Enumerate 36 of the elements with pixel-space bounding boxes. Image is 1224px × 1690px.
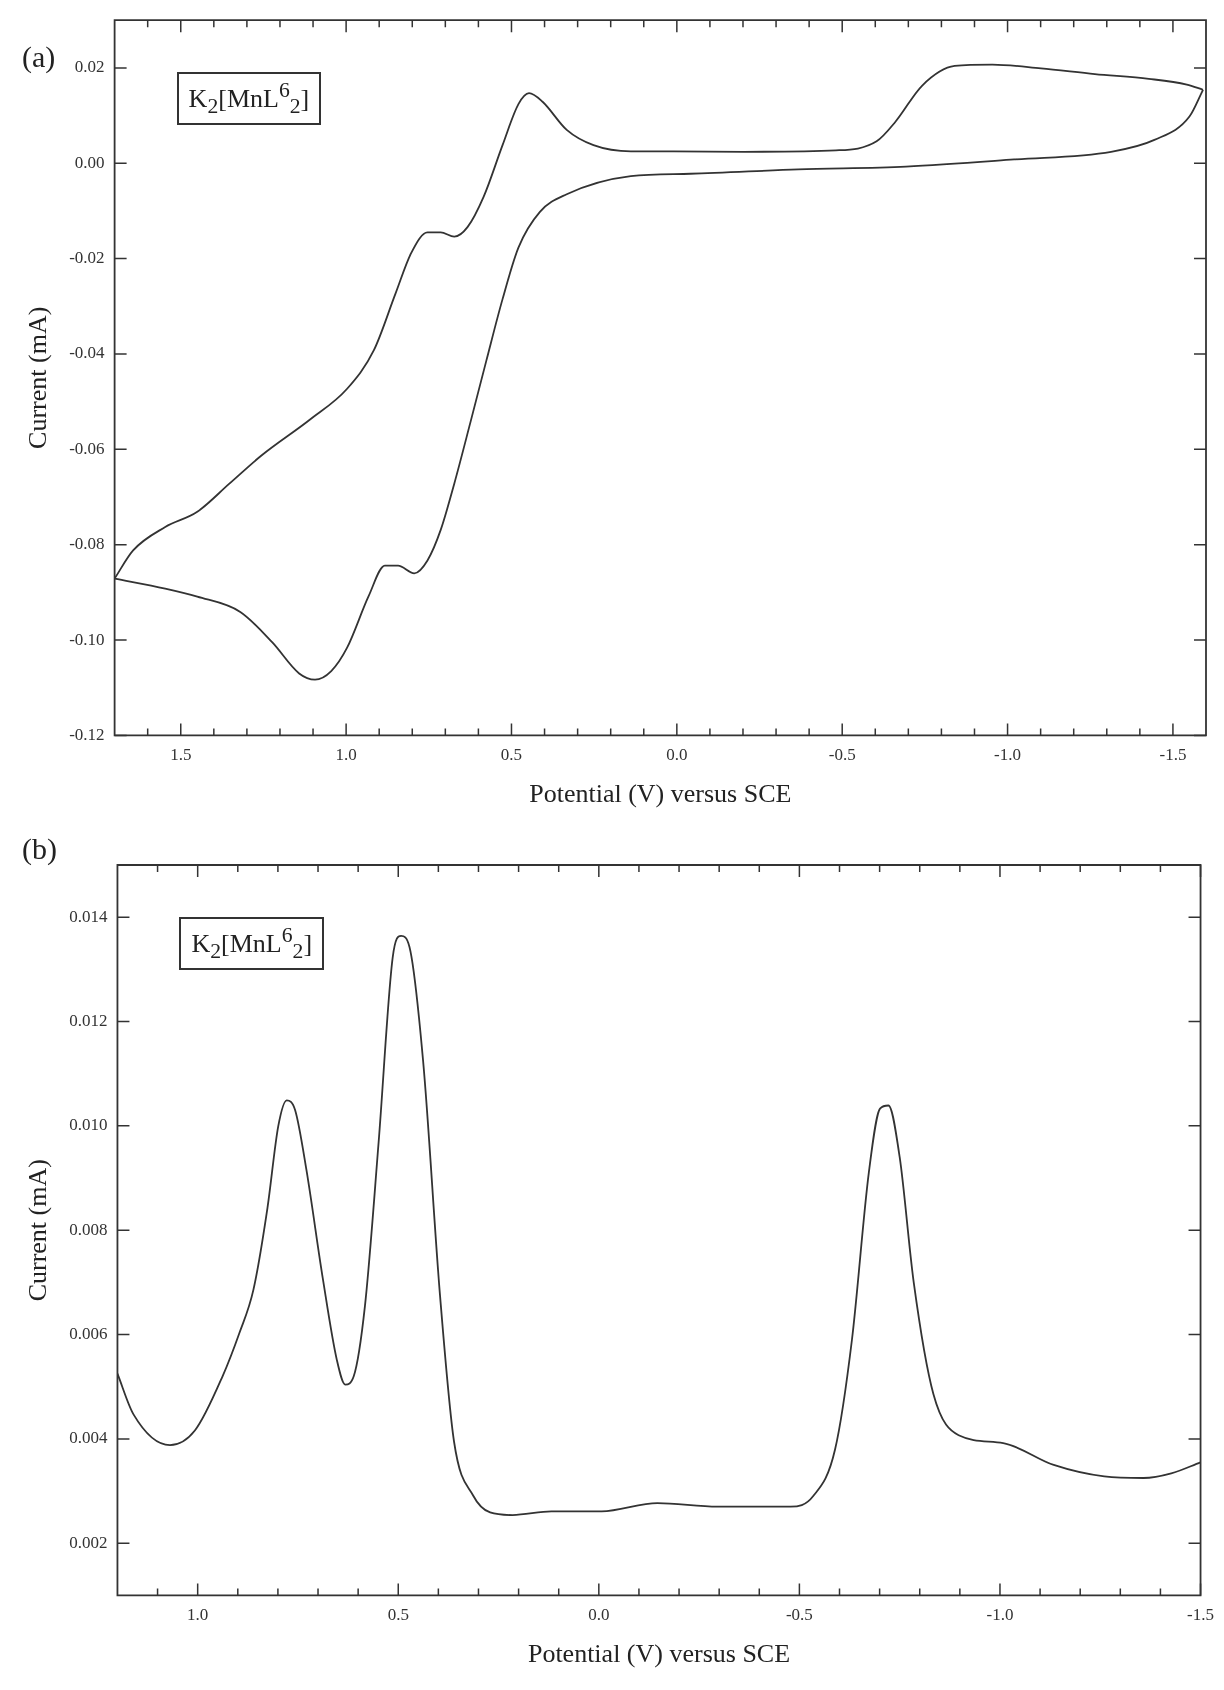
x-tick-label: -1.5 bbox=[1159, 745, 1187, 765]
y-tick-label: 0.014 bbox=[69, 906, 108, 926]
y-tick-label: 0.006 bbox=[69, 1324, 108, 1344]
x-tick-label: 0.0 bbox=[666, 745, 688, 765]
y-tick-label: -0.12 bbox=[69, 724, 105, 744]
text: (a) bbox=[22, 40, 56, 74]
x-axis-title: Potential (V) versus SCE bbox=[527, 1639, 791, 1669]
x-tick-label: 0.5 bbox=[387, 1605, 409, 1625]
y-tick-label: -0.04 bbox=[69, 343, 106, 363]
y-tick-label: 0.008 bbox=[69, 1219, 108, 1239]
y-tick-label: 0.00 bbox=[74, 152, 105, 172]
x-axis-title: Potential (V) versus SCE bbox=[529, 779, 792, 809]
y-tick-label: -0.02 bbox=[69, 248, 105, 268]
x-tick-label: -0.5 bbox=[828, 745, 856, 765]
x-tick-label: -1.0 bbox=[994, 745, 1022, 765]
x-tick-label: 1.0 bbox=[187, 1605, 209, 1625]
y-axis-title: Current (mA) bbox=[23, 1159, 53, 1302]
y-tick-label: 0.002 bbox=[69, 1532, 108, 1552]
y-tick-label: -0.08 bbox=[69, 534, 105, 554]
x-tick-label: -1.0 bbox=[986, 1605, 1014, 1625]
y-axis-title: Current (mA) bbox=[23, 306, 53, 449]
y-tick-label: -0.10 bbox=[69, 629, 105, 649]
x-tick-label: 1.0 bbox=[335, 745, 357, 765]
annotation: K$_{2}$[MnL$^{6}$$_{2}$] bbox=[179, 917, 325, 970]
annotation: K$_{2}$[MnL$^{6}$$_{2}$] bbox=[176, 72, 322, 126]
x-tick-label: -0.5 bbox=[785, 1605, 813, 1625]
y-tick-label: 0.004 bbox=[69, 1428, 108, 1448]
x-tick-label: 0.0 bbox=[588, 1605, 610, 1625]
x-tick-label: 0.5 bbox=[500, 745, 523, 765]
y-tick-label: -0.06 bbox=[69, 438, 105, 458]
x-tick-label: 1.5 bbox=[170, 745, 192, 765]
y-tick-label: 0.010 bbox=[69, 1115, 108, 1135]
y-tick-label: 0.02 bbox=[74, 57, 105, 77]
x-tick-label: -1.5 bbox=[1187, 1605, 1215, 1625]
y-tick-label: 0.012 bbox=[69, 1010, 108, 1030]
chart-title: (b) bbox=[22, 832, 57, 866]
